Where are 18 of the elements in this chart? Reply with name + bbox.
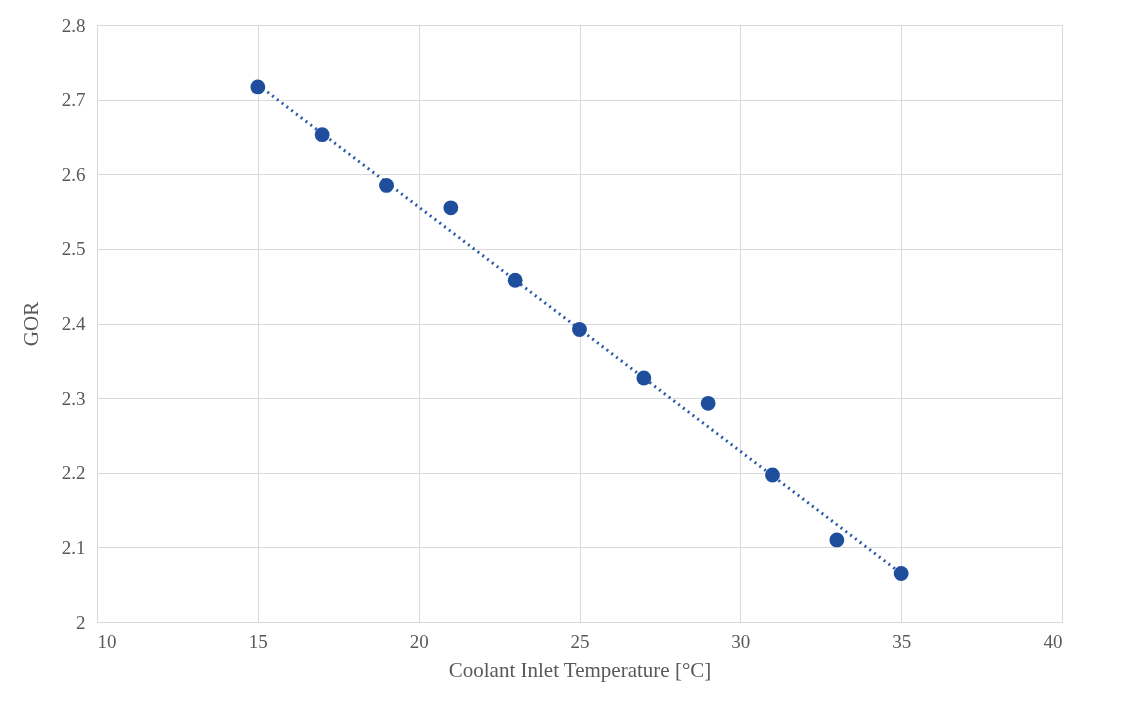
y-tick-label: 2.5 [61, 238, 86, 260]
x-tick-label: 10 [97, 630, 117, 652]
y-tick-label: 2.6 [61, 163, 86, 185]
y-tick-label: 2.4 [61, 313, 86, 334]
y-tick-label: 2.1 [61, 536, 86, 558]
y-axis-title: GOR [18, 301, 43, 347]
x-tick-label: 35 [892, 630, 912, 652]
x-tick-label: 30 [731, 630, 751, 652]
y-tick-label: 2.7 [61, 89, 86, 111]
x-tick-label: 20 [409, 630, 429, 652]
y-tick-label: 2.8 [61, 14, 86, 36]
x-tick-label: 40 [1043, 630, 1063, 652]
y-tick-label: 2 [76, 611, 86, 633]
x-tick-label: 15 [248, 630, 268, 652]
x-axis-title: Coolant Inlet Temperature [°C] [448, 657, 712, 682]
y-tick-label: 2.3 [61, 387, 86, 409]
x-tick-label: 25 [570, 630, 590, 652]
y-tick-label: 2.2 [61, 462, 86, 484]
